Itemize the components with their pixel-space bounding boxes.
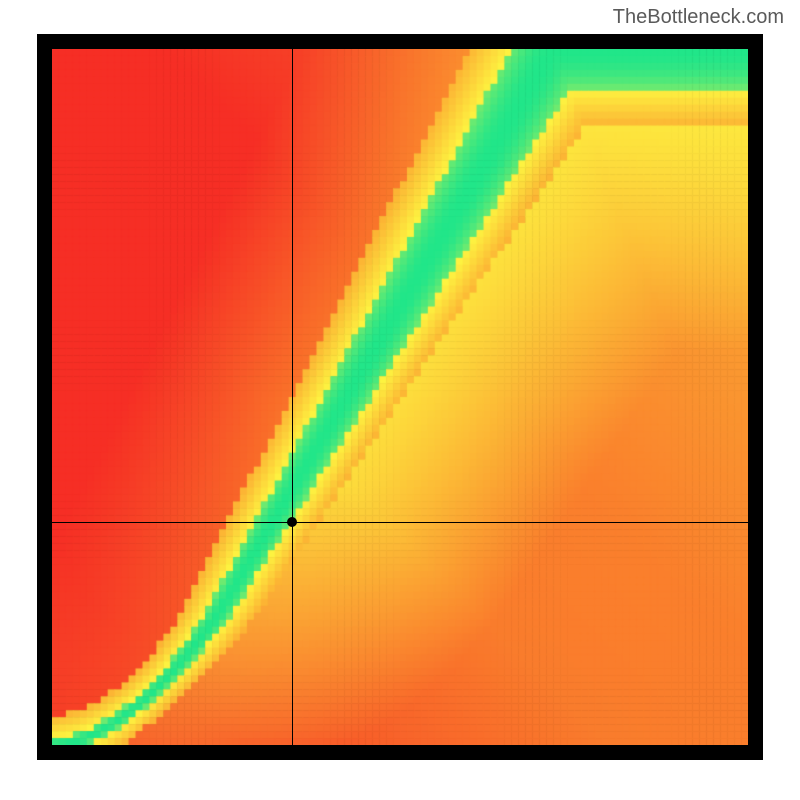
- watermark-text: TheBottleneck.com: [613, 6, 784, 29]
- crosshair-vertical: [292, 49, 293, 745]
- plot-frame: [37, 34, 763, 760]
- crosshair-horizontal: [52, 522, 748, 523]
- crosshair-marker: [287, 517, 297, 527]
- plot-area: [52, 49, 748, 745]
- heatmap-canvas: [52, 49, 748, 745]
